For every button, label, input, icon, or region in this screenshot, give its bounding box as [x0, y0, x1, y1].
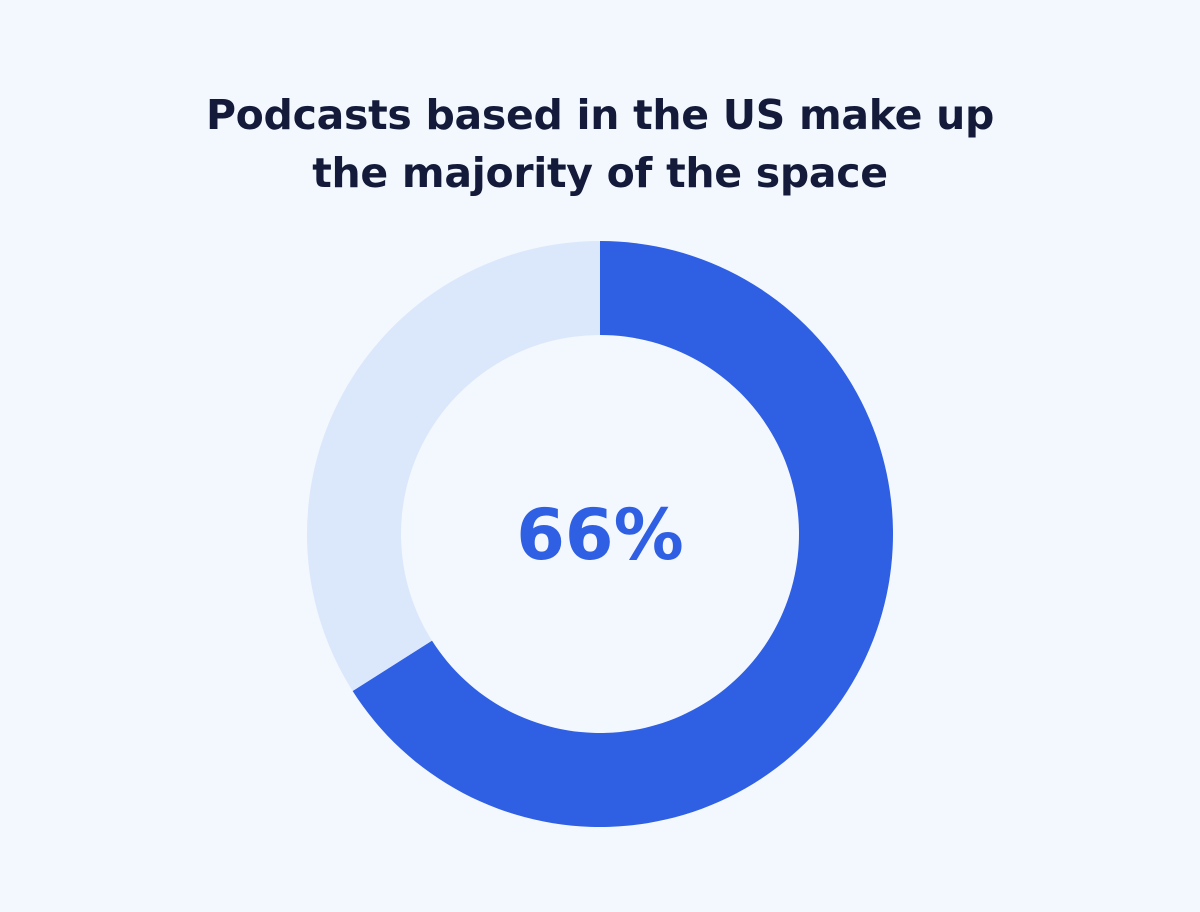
donut-slices	[306, 240, 893, 827]
chart-title: Podcasts based in the US make up the maj…	[0, 86, 1200, 202]
donut-slice-1	[306, 240, 600, 691]
chart-title-line-1: Podcasts based in the US make up	[205, 91, 995, 139]
center-percentage-label: 66%	[516, 494, 684, 576]
chart-title-line-2: the majority of the space	[312, 149, 888, 197]
donut-slice-0	[352, 241, 893, 827]
